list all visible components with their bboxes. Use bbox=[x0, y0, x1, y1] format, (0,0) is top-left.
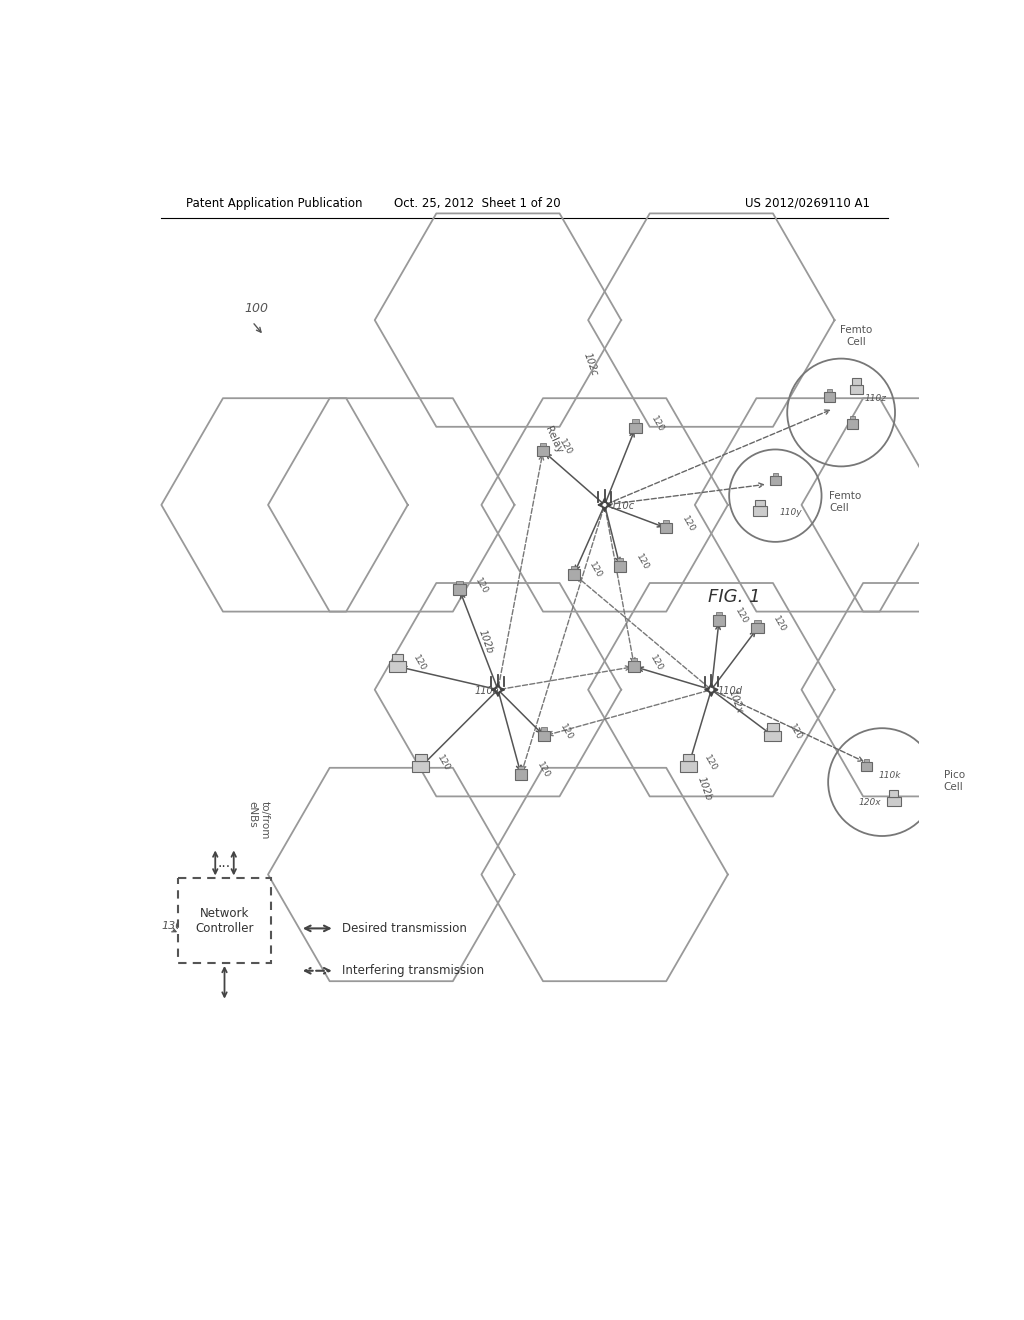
Text: 120: 120 bbox=[786, 722, 803, 742]
Bar bbox=[827, 389, 833, 392]
Text: 100: 100 bbox=[245, 302, 268, 315]
Bar bbox=[633, 420, 639, 422]
Text: Relay: Relay bbox=[543, 425, 564, 454]
Text: 120: 120 bbox=[733, 607, 750, 626]
Bar bbox=[660, 523, 673, 533]
Text: 110z: 110z bbox=[864, 393, 886, 403]
Text: 120: 120 bbox=[634, 553, 650, 573]
Text: 120: 120 bbox=[702, 754, 719, 772]
Bar bbox=[457, 581, 463, 585]
Bar bbox=[630, 422, 642, 433]
Bar bbox=[392, 653, 403, 661]
Text: 120: 120 bbox=[412, 653, 428, 672]
Bar bbox=[767, 723, 778, 730]
Bar bbox=[680, 762, 696, 772]
Bar bbox=[567, 569, 580, 579]
Text: Desired transmission: Desired transmission bbox=[342, 921, 467, 935]
Bar bbox=[537, 446, 549, 457]
Text: 110a: 110a bbox=[475, 685, 500, 696]
Bar bbox=[631, 659, 637, 661]
Bar bbox=[613, 561, 627, 572]
Text: 120: 120 bbox=[680, 515, 696, 533]
Text: Pico
Cell: Pico Cell bbox=[944, 770, 965, 792]
Bar bbox=[713, 615, 725, 626]
Bar bbox=[765, 730, 781, 742]
Bar bbox=[389, 661, 407, 672]
Text: 102c: 102c bbox=[582, 351, 599, 378]
Text: US 2012/0269110 A1: US 2012/0269110 A1 bbox=[744, 197, 869, 210]
Bar bbox=[824, 392, 835, 401]
Text: to/from
eNBs: to/from eNBs bbox=[248, 801, 269, 840]
Text: Femto
Cell: Femto Cell bbox=[841, 326, 872, 347]
Bar bbox=[570, 566, 577, 569]
Text: 120: 120 bbox=[435, 754, 452, 772]
Text: 120: 120 bbox=[473, 576, 489, 595]
Bar bbox=[683, 754, 694, 762]
Text: 120: 120 bbox=[648, 653, 665, 672]
Text: 110d: 110d bbox=[718, 685, 742, 696]
Bar bbox=[864, 759, 869, 762]
Bar bbox=[515, 770, 527, 780]
Text: 120: 120 bbox=[649, 414, 666, 434]
Text: 120: 120 bbox=[771, 615, 787, 634]
Bar bbox=[850, 385, 863, 395]
Bar bbox=[773, 473, 778, 475]
Text: 120: 120 bbox=[535, 760, 551, 780]
Text: Network
Controller: Network Controller bbox=[196, 907, 254, 935]
Text: Femto
Cell: Femto Cell bbox=[829, 491, 861, 513]
Text: 102x: 102x bbox=[727, 688, 744, 715]
Bar bbox=[852, 379, 861, 385]
Bar bbox=[850, 416, 855, 420]
Bar bbox=[889, 791, 898, 797]
Text: 120: 120 bbox=[558, 722, 574, 742]
Bar bbox=[416, 754, 427, 762]
Bar bbox=[541, 727, 547, 730]
Text: ...: ... bbox=[218, 855, 231, 870]
Bar bbox=[752, 623, 764, 634]
Bar bbox=[887, 797, 900, 807]
Text: 110y: 110y bbox=[779, 508, 802, 517]
Bar bbox=[538, 730, 550, 742]
FancyBboxPatch shape bbox=[178, 878, 270, 964]
Bar bbox=[413, 762, 429, 772]
Text: 130: 130 bbox=[162, 921, 182, 931]
Text: Interfering transmission: Interfering transmission bbox=[342, 964, 484, 977]
Bar bbox=[756, 500, 765, 507]
Bar bbox=[664, 520, 670, 523]
Bar bbox=[454, 585, 466, 595]
Bar bbox=[847, 420, 858, 429]
Text: 120: 120 bbox=[588, 561, 604, 579]
Bar bbox=[540, 442, 546, 446]
Bar bbox=[753, 507, 767, 516]
Bar bbox=[518, 766, 524, 770]
Text: 120: 120 bbox=[557, 437, 573, 457]
Bar bbox=[628, 661, 640, 672]
Text: 120x: 120x bbox=[859, 799, 882, 808]
Text: Oct. 25, 2012  Sheet 1 of 20: Oct. 25, 2012 Sheet 1 of 20 bbox=[394, 197, 560, 210]
Text: 102b: 102b bbox=[696, 776, 714, 803]
Bar bbox=[755, 619, 761, 623]
Text: 102b: 102b bbox=[476, 628, 495, 655]
Text: Patent Application Publication: Patent Application Publication bbox=[186, 197, 362, 210]
Text: FIG. 1: FIG. 1 bbox=[708, 589, 761, 606]
Bar bbox=[716, 612, 722, 615]
Bar bbox=[617, 558, 624, 561]
Bar bbox=[861, 762, 872, 771]
Text: 110k: 110k bbox=[879, 771, 901, 780]
Text: 110c: 110c bbox=[610, 500, 635, 511]
Bar bbox=[770, 475, 780, 484]
